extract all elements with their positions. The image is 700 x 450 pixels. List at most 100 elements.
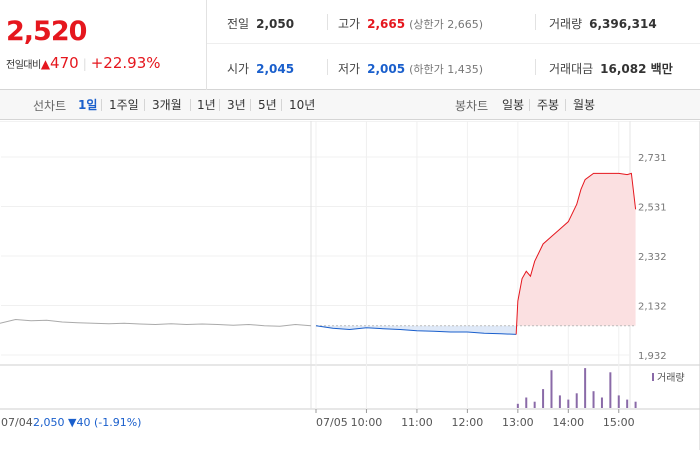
line-chart-label: 선차트: [33, 99, 67, 113]
x-axis-labels: 07/05 10:00 11:00 12:00 13:00 14:00 15:00 07/04…: [1, 409, 635, 429]
x-tick-label: 12:00: [452, 416, 484, 429]
stat-divider: [327, 59, 328, 75]
x-tick-label: 07/05: [316, 416, 348, 429]
x-tick-label: 15:00: [603, 416, 635, 429]
change-amount: 470: [50, 54, 79, 72]
stat-prev-close: 전일 2,050: [227, 15, 294, 32]
area-above-prev-close: [516, 173, 636, 335]
chart-canvas: 2,731 2,531 2,332 2,132 1,932 거래량 07/05 10:00…: [0, 120, 700, 450]
x-tick-label: 13:00: [502, 416, 534, 429]
stat-value: 2,005: [367, 62, 406, 76]
series-line-today-below: [315, 325, 517, 335]
triangle-up-icon: ▲: [40, 57, 51, 71]
x-tick-label: 14:00: [552, 416, 584, 429]
stats-row-2: 시가 2,045 저가 2,005 (하한가 1,435) 거래대금 16,082 백만: [207, 45, 700, 89]
tab-monthly-candle[interactable]: 월봉: [573, 98, 596, 112]
area-below-prev-close: [316, 325, 517, 335]
y-tick-label: 2,731: [638, 153, 667, 164]
stat-value: 6,396,314: [589, 17, 657, 31]
change-label: 전일대비: [6, 60, 41, 71]
stat-value: 2,050: [256, 17, 295, 31]
stat-open: 시가 2,045: [227, 60, 294, 77]
y-axis-labels: 2,731 2,531 2,332 2,132 1,932: [638, 153, 667, 362]
stat-label: 시가: [227, 62, 250, 76]
volume-legend-swatch: [652, 373, 654, 381]
volume-legend-label: 거래량: [657, 372, 685, 384]
prev-day-label: 07/04: [1, 416, 33, 429]
stat-value: 16,082 백만: [600, 62, 673, 76]
toolbar-divider: [101, 99, 102, 111]
series-line-previous-day: [0, 319, 312, 327]
tab-10-years[interactable]: 10년: [289, 98, 316, 112]
current-price: 2,520: [6, 16, 87, 47]
stats-panel: 전일 2,050 고가 2,665 (상한가 2,665) 거래량 6,396,314 …: [207, 0, 700, 90]
tab-1-week[interactable]: 1주일: [109, 98, 139, 112]
volume-bar: [567, 399, 570, 408]
y-tick-label: 2,132: [638, 302, 667, 313]
volume-bar: [516, 403, 519, 408]
tab-3-months[interactable]: 3개월: [152, 98, 182, 112]
stat-label: 전일: [227, 17, 250, 31]
stat-divider: [535, 14, 536, 30]
chart-grid: [0, 120, 700, 450]
stat-label: 거래대금: [549, 62, 594, 76]
volume-bar: [634, 401, 637, 408]
price-box: 2,520 전일대비▲470 | +22.93%: [0, 0, 207, 90]
volume-bar: [584, 368, 587, 408]
tab-1-year[interactable]: 1년: [197, 98, 216, 112]
volume-bar: [609, 372, 612, 408]
volume-bar: [558, 395, 561, 408]
volume-bar: [533, 401, 536, 408]
price-area-fill: [316, 173, 636, 335]
candle-chart-label: 봉차트: [455, 99, 489, 113]
toolbar-divider: [529, 99, 530, 111]
stat-label: 거래량: [549, 17, 583, 31]
quote-header: 2,520 전일대비▲470 | +22.93% 전일 2,050 고가 2,665 (상…: [0, 0, 700, 90]
stat-volume: 거래량 6,396,314: [549, 15, 657, 32]
volume-bar: [617, 395, 620, 408]
toolbar-divider: [565, 99, 566, 111]
toolbar-divider: [190, 99, 191, 111]
stat-divider: [535, 59, 536, 75]
change-divider: |: [82, 57, 87, 71]
chart-toolbar: 선차트 1일 1주일 3개월 1년 3년 5년 10년 봉차트 일봉 주봉 월봉: [0, 90, 700, 120]
prev-day-summary: 2,050 ▼40 (-1.91%): [33, 416, 141, 429]
intraday-chart: 2,731 2,531 2,332 2,132 1,932 거래량 07/05 10:00…: [0, 120, 700, 450]
series-line-today-above: [515, 172, 637, 335]
price-change: 전일대비▲470 | +22.93%: [6, 54, 161, 72]
stat-value: 2,045: [256, 62, 295, 76]
stat-low: 저가 2,005 (하한가 1,435): [338, 60, 483, 77]
toolbar-divider: [281, 99, 282, 111]
stat-lower-limit: (하한가 1,435): [409, 63, 483, 76]
tab-3-years[interactable]: 3년: [227, 98, 246, 112]
volume-bar: [592, 391, 595, 408]
tab-5-years[interactable]: 5년: [258, 98, 277, 112]
y-tick-label: 2,531: [638, 203, 667, 214]
toolbar-divider: [144, 99, 145, 111]
volume-bar: [550, 370, 553, 408]
x-tick-label: 10:00: [351, 416, 383, 429]
stat-upper-limit: (상한가 2,665): [409, 18, 483, 31]
stat-trade-value: 거래대금 16,082 백만: [549, 60, 673, 77]
stat-label: 고가: [338, 17, 361, 31]
volume-bar: [525, 397, 528, 408]
volume-bar: [626, 399, 629, 408]
stat-high: 고가 2,665 (상한가 2,665): [338, 15, 483, 32]
stat-label: 저가: [338, 62, 361, 76]
stat-divider: [327, 14, 328, 30]
y-tick-label: 2,332: [638, 252, 667, 263]
x-tick-label: 11:00: [401, 416, 433, 429]
stats-row-1: 전일 2,050 고가 2,665 (상한가 2,665) 거래량 6,396,314: [207, 0, 700, 44]
volume-bar: [575, 393, 578, 408]
volume-bar: [600, 397, 603, 408]
toolbar-divider: [219, 99, 220, 111]
tab-weekly-candle[interactable]: 주봉: [537, 98, 560, 112]
toolbar-divider: [250, 99, 251, 111]
volume-bars: 거래량: [516, 368, 685, 408]
volume-bar: [542, 389, 545, 408]
tab-daily-candle[interactable]: 일봉: [502, 98, 525, 112]
stat-value: 2,665: [367, 17, 406, 31]
tab-1-day[interactable]: 1일: [78, 98, 98, 112]
price-lines: [0, 172, 637, 335]
y-tick-label: 1,932: [638, 351, 667, 362]
